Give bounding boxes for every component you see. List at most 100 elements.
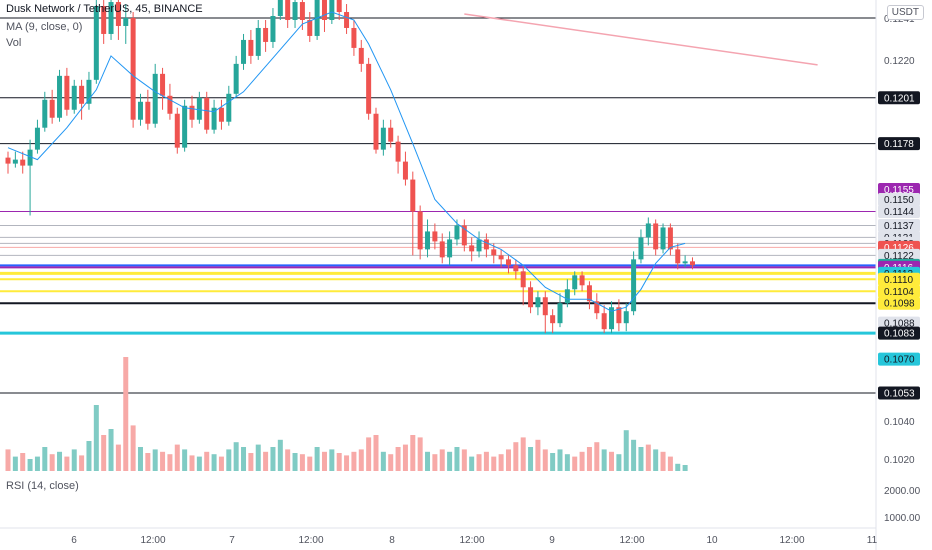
volume-legend[interactable]: Vol: [6, 37, 21, 49]
price-tag-box: [878, 284, 920, 298]
candle: [241, 33, 247, 70]
candle: [689, 257, 695, 270]
price-tag-box: [878, 137, 920, 151]
candle: [123, 4, 129, 44]
candle-body: [432, 231, 438, 242]
volume-bar: [49, 454, 55, 471]
price-tag: 0.1137: [878, 218, 920, 232]
candle-body: [93, 6, 99, 80]
trend-line-layer: [464, 13, 818, 66]
candle: [137, 93, 143, 126]
candle-body: [395, 141, 401, 162]
candle-body: [675, 249, 681, 264]
volume-bar: [255, 444, 261, 471]
candle-body: [182, 105, 188, 148]
volume-bar: [667, 456, 673, 471]
price-tag-label: 0.1137: [884, 221, 914, 232]
candle: [667, 223, 673, 256]
price-tag: 0.1150: [878, 193, 920, 207]
price-tag: 0.1110: [878, 272, 920, 286]
volume-bar: [137, 447, 143, 471]
price-tag-label: 0.1150: [884, 195, 914, 206]
indicator-axis-label: 1000.00: [884, 513, 921, 524]
volume-bar: [483, 451, 489, 471]
volume-bar: [101, 435, 107, 471]
candle-body: [174, 113, 180, 148]
price-tag-box: [878, 316, 920, 330]
candle: [174, 107, 180, 154]
symbol-legend[interactable]: Dusk Network / TetherUS, 45, BINANCE: [6, 3, 203, 15]
candle: [631, 251, 637, 316]
volume-bar: [616, 454, 622, 471]
candle-body: [476, 239, 482, 252]
candle-body: [454, 225, 460, 240]
time-axis-label: 12:00: [140, 535, 165, 546]
volume-bar: [653, 449, 659, 471]
candle-body: [373, 113, 379, 150]
candle-body: [447, 239, 453, 258]
candle-body: [248, 39, 254, 56]
candle-body: [211, 107, 217, 130]
time-axis-label: 12:00: [298, 535, 323, 546]
candle-body: [233, 63, 239, 94]
candle: [432, 223, 438, 250]
candle-body: [660, 227, 666, 250]
ma-legend[interactable]: MA (9, close, 0): [6, 21, 82, 33]
rsi-legend[interactable]: RSI (14, close): [6, 480, 79, 492]
currency-badge[interactable]: USDT: [886, 5, 924, 20]
candle-body: [241, 39, 247, 64]
candle-body: [461, 225, 467, 246]
candle-body: [601, 313, 607, 330]
candle: [101, 0, 107, 44]
candle: [115, 0, 121, 40]
volume-bar: [321, 451, 327, 471]
candle: [425, 219, 431, 258]
candle-body: [123, 18, 129, 26]
candle-body: [528, 287, 534, 308]
candle: [653, 219, 659, 256]
candle-body: [653, 223, 659, 250]
candle: [410, 171, 416, 256]
candle: [108, 0, 114, 40]
price-tag-box: [878, 193, 920, 207]
candle: [564, 279, 570, 308]
volume-bar: [12, 456, 18, 471]
candle-body: [145, 101, 151, 124]
price-tag: 0.1155: [878, 183, 920, 197]
candle: [277, 0, 283, 20]
candle: [520, 265, 526, 306]
candle: [329, 0, 335, 24]
time-axis[interactable]: 6 12:00 7 12:00 8 12:00 9 12:00 10 12:00 11: [71, 535, 877, 546]
candle: [675, 243, 681, 270]
candle: [64, 67, 70, 116]
volume-bar: [439, 449, 445, 471]
candle-body: [469, 245, 475, 252]
volume-bar: [572, 456, 578, 471]
volume-bar: [528, 447, 534, 471]
volume-bar: [454, 447, 460, 471]
volume-bar: [609, 451, 615, 471]
volume-bar: [5, 449, 11, 471]
candle-body: [255, 27, 261, 56]
candle-body: [130, 18, 136, 120]
candle-body: [101, 6, 107, 34]
volume-bar: [682, 465, 688, 471]
candle-body: [226, 93, 232, 122]
candle-body: [572, 275, 578, 290]
candle-body: [682, 261, 688, 264]
candle: [483, 233, 489, 258]
volume-bar: [638, 447, 644, 471]
price-tag-label: 0.1083: [884, 329, 915, 340]
candle-body: [645, 223, 651, 238]
volume-bar: [461, 449, 467, 471]
candle-body: [27, 149, 33, 166]
price-tag-box: [878, 248, 920, 262]
volume-bar: [270, 447, 276, 471]
volume-bar: [130, 425, 136, 471]
candle-body: [417, 211, 423, 250]
volume-bar: [623, 430, 629, 471]
time-axis-label: 6: [71, 535, 77, 546]
volume-bar: [476, 454, 482, 471]
